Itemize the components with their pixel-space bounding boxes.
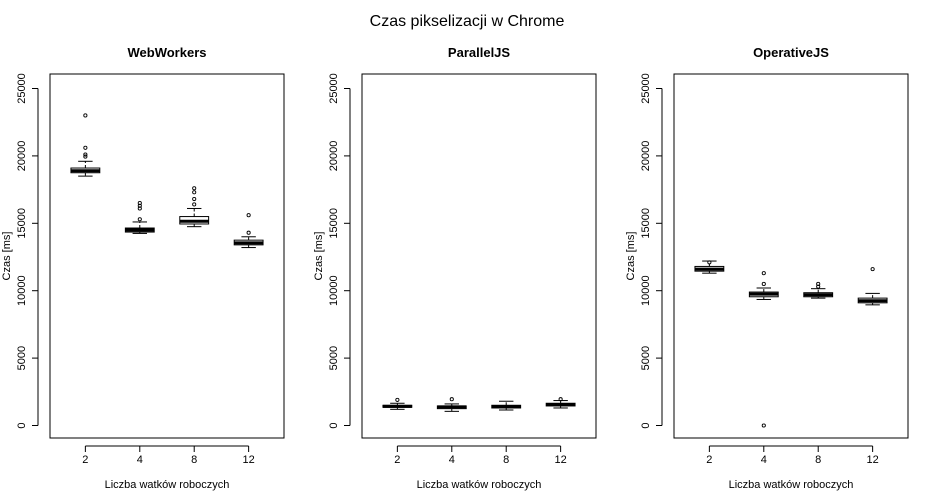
y-tick-label: 20000 <box>16 141 28 172</box>
y-tick-label: 0 <box>640 422 652 428</box>
y-tick-label: 5000 <box>640 346 652 370</box>
panel-title: WebWorkers <box>128 45 207 60</box>
box-4 <box>436 397 467 412</box>
x-tick-label: 4 <box>137 454 143 466</box>
box-4 <box>124 201 155 234</box>
outlier-point <box>707 260 712 265</box>
outlier-point <box>761 271 766 276</box>
outlier-point <box>246 213 251 218</box>
x-axis-label: Liczba watków roboczych <box>105 479 230 491</box>
x-tick-label: 12 <box>243 454 255 466</box>
y-axis-label: Czas [ms] <box>625 232 637 281</box>
outlier-point <box>761 281 766 287</box>
y-tick-label: 15000 <box>640 208 652 239</box>
y-tick-label: 20000 <box>640 141 652 172</box>
x-tick-label: 2 <box>706 454 712 466</box>
panel-operativejs: OperativeJS 0 5000 10000 15000 20000 25000 Czas… <box>625 45 909 491</box>
y-tick-label: 15000 <box>328 208 340 239</box>
outlier-point <box>137 217 142 222</box>
x-tick-label: 12 <box>867 454 879 466</box>
y-tick-label: 0 <box>328 422 340 428</box>
plot-frame <box>49 73 285 439</box>
y-tick-label: 25000 <box>328 73 340 104</box>
outlier-point <box>192 190 197 195</box>
y-tick-label: 5000 <box>16 346 28 370</box>
x-tick-label: 8 <box>815 454 821 466</box>
outlier-point <box>761 423 766 428</box>
x-tick-label: 4 <box>761 454 767 466</box>
box-2 <box>694 260 725 274</box>
box-2 <box>70 113 101 177</box>
panel-paralleljs: ParallelJS 0 5000 10000 15000 20000 25000 Czas … <box>313 45 597 491</box>
plot-frame <box>673 73 909 439</box>
box-12 <box>233 213 264 249</box>
outlier-point <box>870 267 875 272</box>
y-tick-label: 0 <box>16 422 28 428</box>
outlier-point <box>83 152 88 157</box>
y-tick-label: 25000 <box>16 73 28 104</box>
y-axis-label: Czas [ms] <box>1 232 13 281</box>
x-axis-label: Liczba watków roboczych <box>417 479 542 491</box>
box-4 <box>748 271 779 428</box>
x-tick-label: 12 <box>555 454 567 466</box>
box-2 <box>382 397 413 410</box>
outlier-point <box>83 113 88 118</box>
outlier-point <box>83 154 88 159</box>
outlier-point <box>137 206 142 211</box>
x-tick-label: 8 <box>503 454 509 466</box>
box-12 <box>545 397 576 409</box>
box-8 <box>491 400 522 411</box>
y-tick-label: 15000 <box>16 208 28 239</box>
outlier-point <box>449 397 454 402</box>
panel-webworkers: WebWorkers 0 5000 10000 15000 20000 25000 Czas … <box>1 45 285 491</box>
outlier-point <box>558 397 563 402</box>
x-axis-label: Liczba watków roboczych <box>729 479 854 491</box>
y-tick-label: 20000 <box>328 141 340 172</box>
figure-title: Czas pikselizacji w Chrome <box>369 13 565 30</box>
panel-title: OperativeJS <box>753 45 829 60</box>
outlier-point <box>192 202 197 207</box>
outlier-point <box>192 196 197 202</box>
x-tick-label: 8 <box>191 454 197 466</box>
y-tick-label: 10000 <box>16 275 28 306</box>
plot-frame <box>361 73 597 439</box>
outlier-point <box>137 203 142 208</box>
x-tick-label: 2 <box>82 454 88 466</box>
y-tick-label: 25000 <box>640 73 652 104</box>
outlier-point <box>395 397 400 402</box>
y-axis-label: Czas [ms] <box>313 232 325 281</box>
x-tick-label: 2 <box>394 454 400 466</box>
box-12 <box>857 267 888 306</box>
outlier-point <box>192 186 197 191</box>
outlier-point <box>816 284 821 289</box>
outlier-point <box>137 201 142 206</box>
x-tick-label: 4 <box>449 454 455 466</box>
y-tick-label: 10000 <box>640 275 652 306</box>
panel-title: ParallelJS <box>448 45 510 60</box>
outlier-point <box>816 281 821 287</box>
box-8 <box>803 281 834 299</box>
y-tick-label: 10000 <box>328 275 340 306</box>
outlier-point <box>83 145 88 150</box>
box-8 <box>179 186 210 228</box>
y-tick-label: 5000 <box>328 346 340 370</box>
outlier-point <box>246 230 251 235</box>
